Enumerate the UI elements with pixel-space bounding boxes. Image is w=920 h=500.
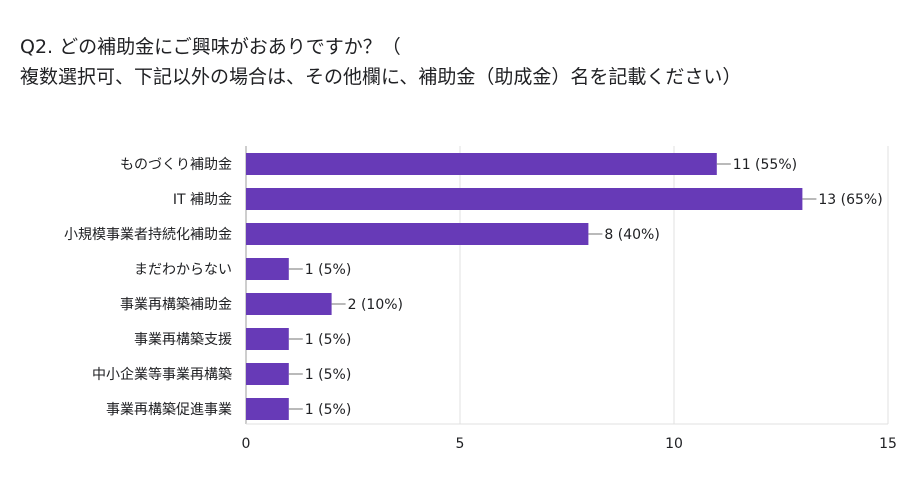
category-label: まだわからない: [134, 262, 232, 278]
bar: [246, 363, 289, 385]
bar: [246, 188, 803, 210]
category-label: 小規模事業者持続化補助金: [64, 226, 232, 243]
question-title-line-1: Q2. どの補助金にご興味がおありですか？（: [20, 36, 401, 58]
x-tick-label-0: 0: [242, 436, 251, 452]
value-label: 13 (65%): [818, 192, 882, 208]
category-label: 事業再構築補助金: [120, 297, 232, 313]
value-label: 1 (5%): [305, 402, 352, 418]
value-label: 8 (40%): [604, 227, 659, 243]
x-tick-label-5: 5: [456, 436, 465, 452]
bar: [246, 258, 289, 280]
bar: [246, 398, 289, 420]
value-label: 11 (55%): [733, 157, 797, 173]
value-label: 1 (5%): [305, 367, 352, 383]
value-label: 1 (5%): [305, 332, 352, 348]
category-label: ものづくり補助金: [120, 157, 232, 173]
bar: [246, 153, 717, 175]
value-label: 1 (5%): [305, 262, 352, 278]
category-label: IT 補助金: [173, 192, 232, 208]
bar: [246, 223, 589, 245]
bar: [246, 328, 289, 350]
category-label: 事業再構築支援: [134, 332, 232, 348]
x-tick-label-15: 15: [879, 436, 897, 452]
bar: [246, 293, 332, 315]
category-label: 事業再構築促進事業: [106, 402, 232, 418]
category-label: 中小企業等事業再構築: [92, 366, 232, 383]
question-title: Q2. どの補助金にご興味がおありですか？（ 複数選択可、下記以外の場合は、その…: [20, 32, 900, 92]
value-label: 2 (10%): [348, 297, 403, 313]
x-tick-label-10: 10: [665, 436, 683, 452]
question-title-line-2: 複数選択可、下記以外の場合は、その他欄に、補助金（助成金）名を記載ください）: [20, 66, 742, 88]
